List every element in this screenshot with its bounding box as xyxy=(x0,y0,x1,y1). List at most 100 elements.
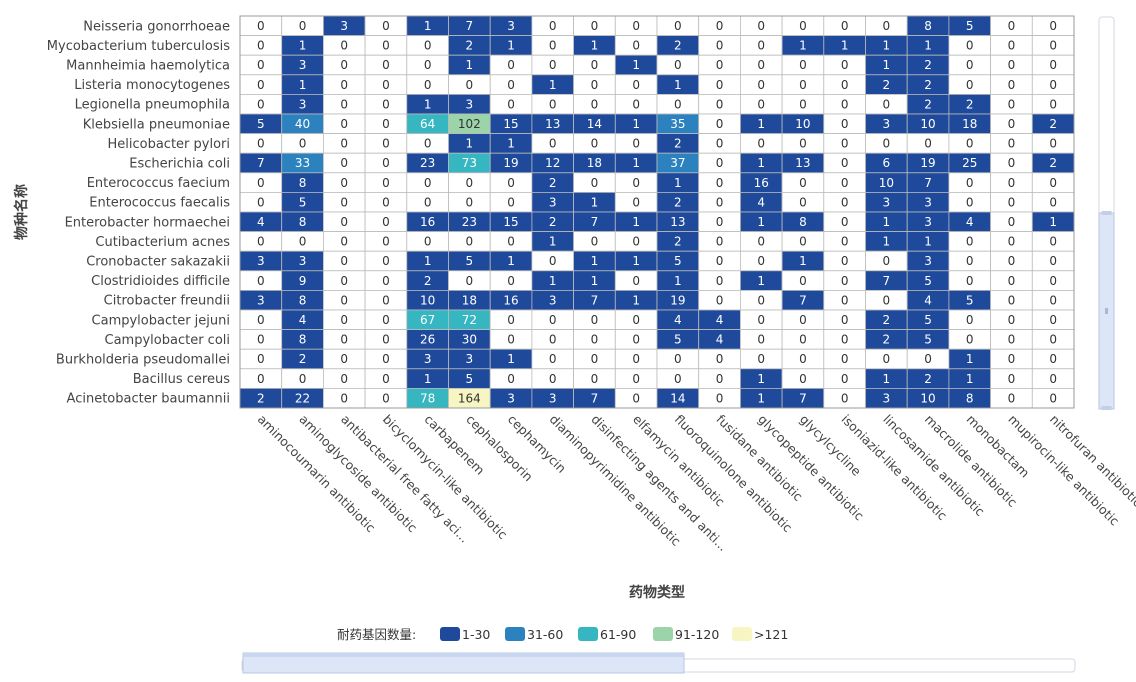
cell-value-label: 0 xyxy=(382,39,390,53)
cell-value-label: 12 xyxy=(545,156,560,170)
cell-value-label: 1 xyxy=(299,78,307,92)
cell-value-label: 0 xyxy=(841,176,849,190)
cell-value-label: 0 xyxy=(799,78,807,92)
cell-value-label: 0 xyxy=(257,97,265,111)
cell-value-label: 0 xyxy=(340,117,348,131)
cell-value-label: 0 xyxy=(716,391,724,405)
cell-value-label: 1 xyxy=(507,254,515,268)
cell-value-label: 0 xyxy=(632,78,640,92)
cell-value-label: 1 xyxy=(299,39,307,53)
cell-value-label: 1 xyxy=(966,372,974,386)
legend-item-label[interactable]: 61-90 xyxy=(600,627,636,642)
cell-value-label: 16 xyxy=(754,176,769,190)
cell-value-label: 0 xyxy=(466,235,474,249)
row-labels: Neisseria gonorrhoeae Mycobacterium tuber… xyxy=(47,19,230,406)
cell-value-label: 0 xyxy=(549,254,557,268)
cell-value-label: 7 xyxy=(466,19,474,33)
cell-value-label: 0 xyxy=(257,19,265,33)
cell-value-label: 1 xyxy=(674,176,682,190)
cell-value-label: 0 xyxy=(591,137,599,151)
cell-value-label: 0 xyxy=(632,333,640,347)
cell-value-label: 3 xyxy=(299,97,307,111)
cell-value-label: 7 xyxy=(257,156,265,170)
row-label: Clostridioides difficile xyxy=(91,274,230,289)
cell-value-label: 1 xyxy=(424,97,432,111)
cell-value-label: 0 xyxy=(340,274,348,288)
cell-value-label: 72 xyxy=(462,313,477,327)
cell-value-label: 3 xyxy=(549,293,557,307)
vertical-zoom-grip[interactable] xyxy=(1105,308,1108,314)
row-label: Enterococcus faecium xyxy=(87,176,230,191)
cell-value-label: 0 xyxy=(340,39,348,53)
cell-value-label: 0 xyxy=(424,176,432,190)
cell-value-label: 0 xyxy=(1008,235,1016,249)
cell-value-label: 0 xyxy=(257,195,265,209)
cell-value-label: 0 xyxy=(966,58,974,72)
legend-swatch[interactable] xyxy=(653,627,673,641)
cell-value-label: 164 xyxy=(458,391,481,405)
cell-value-label: 19 xyxy=(670,293,685,307)
horizontal-zoom-slider[interactable] xyxy=(241,652,1076,674)
legend-item-label[interactable]: 31-60 xyxy=(527,627,563,642)
legend-swatch[interactable] xyxy=(578,627,598,641)
legend-item-label[interactable]: 91-120 xyxy=(675,627,719,642)
cell-value-label: 7 xyxy=(883,274,891,288)
vertical-zoom-slider[interactable] xyxy=(1098,16,1115,410)
cell-value-label: 0 xyxy=(424,195,432,209)
cell-value-label: 0 xyxy=(799,313,807,327)
cell-value-label: 0 xyxy=(340,293,348,307)
cell-value-label: 2 xyxy=(674,235,682,249)
cell-value-label: 0 xyxy=(799,137,807,151)
cell-value-label: 1 xyxy=(757,391,765,405)
cell-value-label: 0 xyxy=(257,176,265,190)
cell-value-label: 1 xyxy=(632,58,640,72)
cell-value-label: 0 xyxy=(757,39,765,53)
legend-swatch[interactable] xyxy=(505,627,525,641)
cell-value-label: 102 xyxy=(458,117,481,131)
vertical-zoom-handle-top[interactable] xyxy=(1101,211,1112,215)
cell-value-label: 4 xyxy=(966,215,974,229)
cell-value-label: 0 xyxy=(549,19,557,33)
cell-value-label: 0 xyxy=(841,293,849,307)
legend-swatch[interactable] xyxy=(440,627,460,641)
cell-value-label: 0 xyxy=(340,215,348,229)
cell-value-label: 8 xyxy=(299,215,307,229)
legend-swatch[interactable] xyxy=(732,627,752,641)
cell-value-label: 0 xyxy=(549,372,557,386)
cell-value-label: 2 xyxy=(883,313,891,327)
cell-value-label: 0 xyxy=(1008,97,1016,111)
cell-value-label: 0 xyxy=(299,19,307,33)
cell-value-label: 0 xyxy=(466,195,474,209)
legend-item-label[interactable]: 1-30 xyxy=(462,627,490,642)
cell-value-label: 0 xyxy=(716,78,724,92)
cell-value-label: 0 xyxy=(799,372,807,386)
cell-value-label: 0 xyxy=(591,333,599,347)
cell-value-label: 0 xyxy=(591,19,599,33)
vertical-zoom-handle-bottom[interactable] xyxy=(1101,406,1112,410)
cell-value-label: 0 xyxy=(549,137,557,151)
row-label: Bacillus cereus xyxy=(133,372,230,387)
cell-value-label: 3 xyxy=(257,293,265,307)
cell-value-label: 1 xyxy=(757,372,765,386)
cell-value-label: 0 xyxy=(382,78,390,92)
cell-value-label: 2 xyxy=(924,97,932,111)
cell-value-label: 0 xyxy=(591,97,599,111)
cell-value-label: 0 xyxy=(424,137,432,151)
cell-value-label: 0 xyxy=(1008,58,1016,72)
cell-value-label: 10 xyxy=(420,293,435,307)
cell-value-label: 0 xyxy=(966,313,974,327)
cell-value-label: 0 xyxy=(424,78,432,92)
cell-value-label: 0 xyxy=(340,313,348,327)
cell-value-label: 0 xyxy=(757,293,765,307)
legend-title: 耐药基因数量: xyxy=(337,627,416,642)
cell-value-label: 0 xyxy=(883,137,891,151)
cell-value-label: 7 xyxy=(591,391,599,405)
cell-value-label: 1 xyxy=(632,215,640,229)
cell-value-label: 4 xyxy=(257,215,265,229)
cell-value-label: 78 xyxy=(420,391,435,405)
cell-value-label: 2 xyxy=(883,78,891,92)
row-label: Acinetobacter baumannii xyxy=(67,392,230,407)
cell-value-label: 8 xyxy=(799,215,807,229)
cell-value-label: 0 xyxy=(757,235,765,249)
legend-item-label[interactable]: >121 xyxy=(754,627,788,642)
